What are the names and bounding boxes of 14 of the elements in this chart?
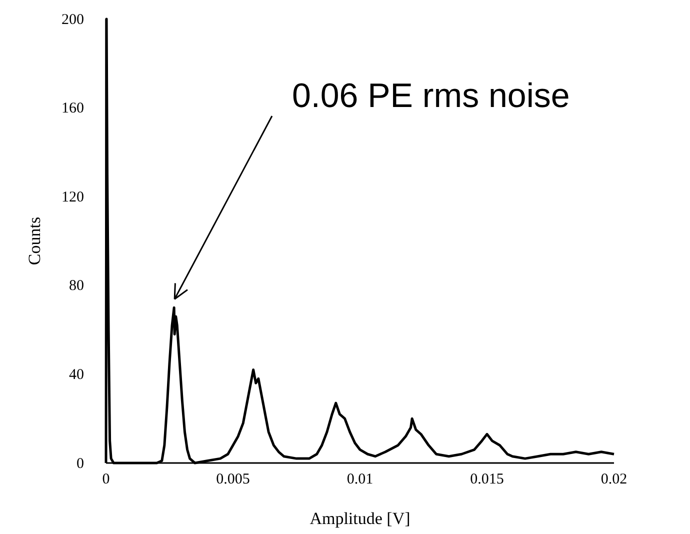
x-tick-label: 0.015 [470, 472, 504, 488]
annotation: 0.06 PE rms noise [292, 77, 570, 115]
x-tick-label: 0.02 [600, 472, 628, 488]
y-axis-title: Counts [25, 216, 44, 266]
y-tick-label: 200 [62, 12, 84, 28]
x-tick-label: 0.005 [216, 472, 250, 488]
y-tick-label: 160 [62, 100, 84, 117]
y-tick-label: 120 [62, 189, 84, 206]
x-axis-title: Amplitude [V] [310, 509, 410, 528]
y-tick-label: 40 [69, 367, 84, 383]
y-tick-label: 80 [69, 278, 84, 294]
x-tick-label: 0 [102, 472, 110, 488]
x-tick-label: 0.01 [346, 472, 374, 488]
y-tick-label: 0 [76, 456, 84, 472]
